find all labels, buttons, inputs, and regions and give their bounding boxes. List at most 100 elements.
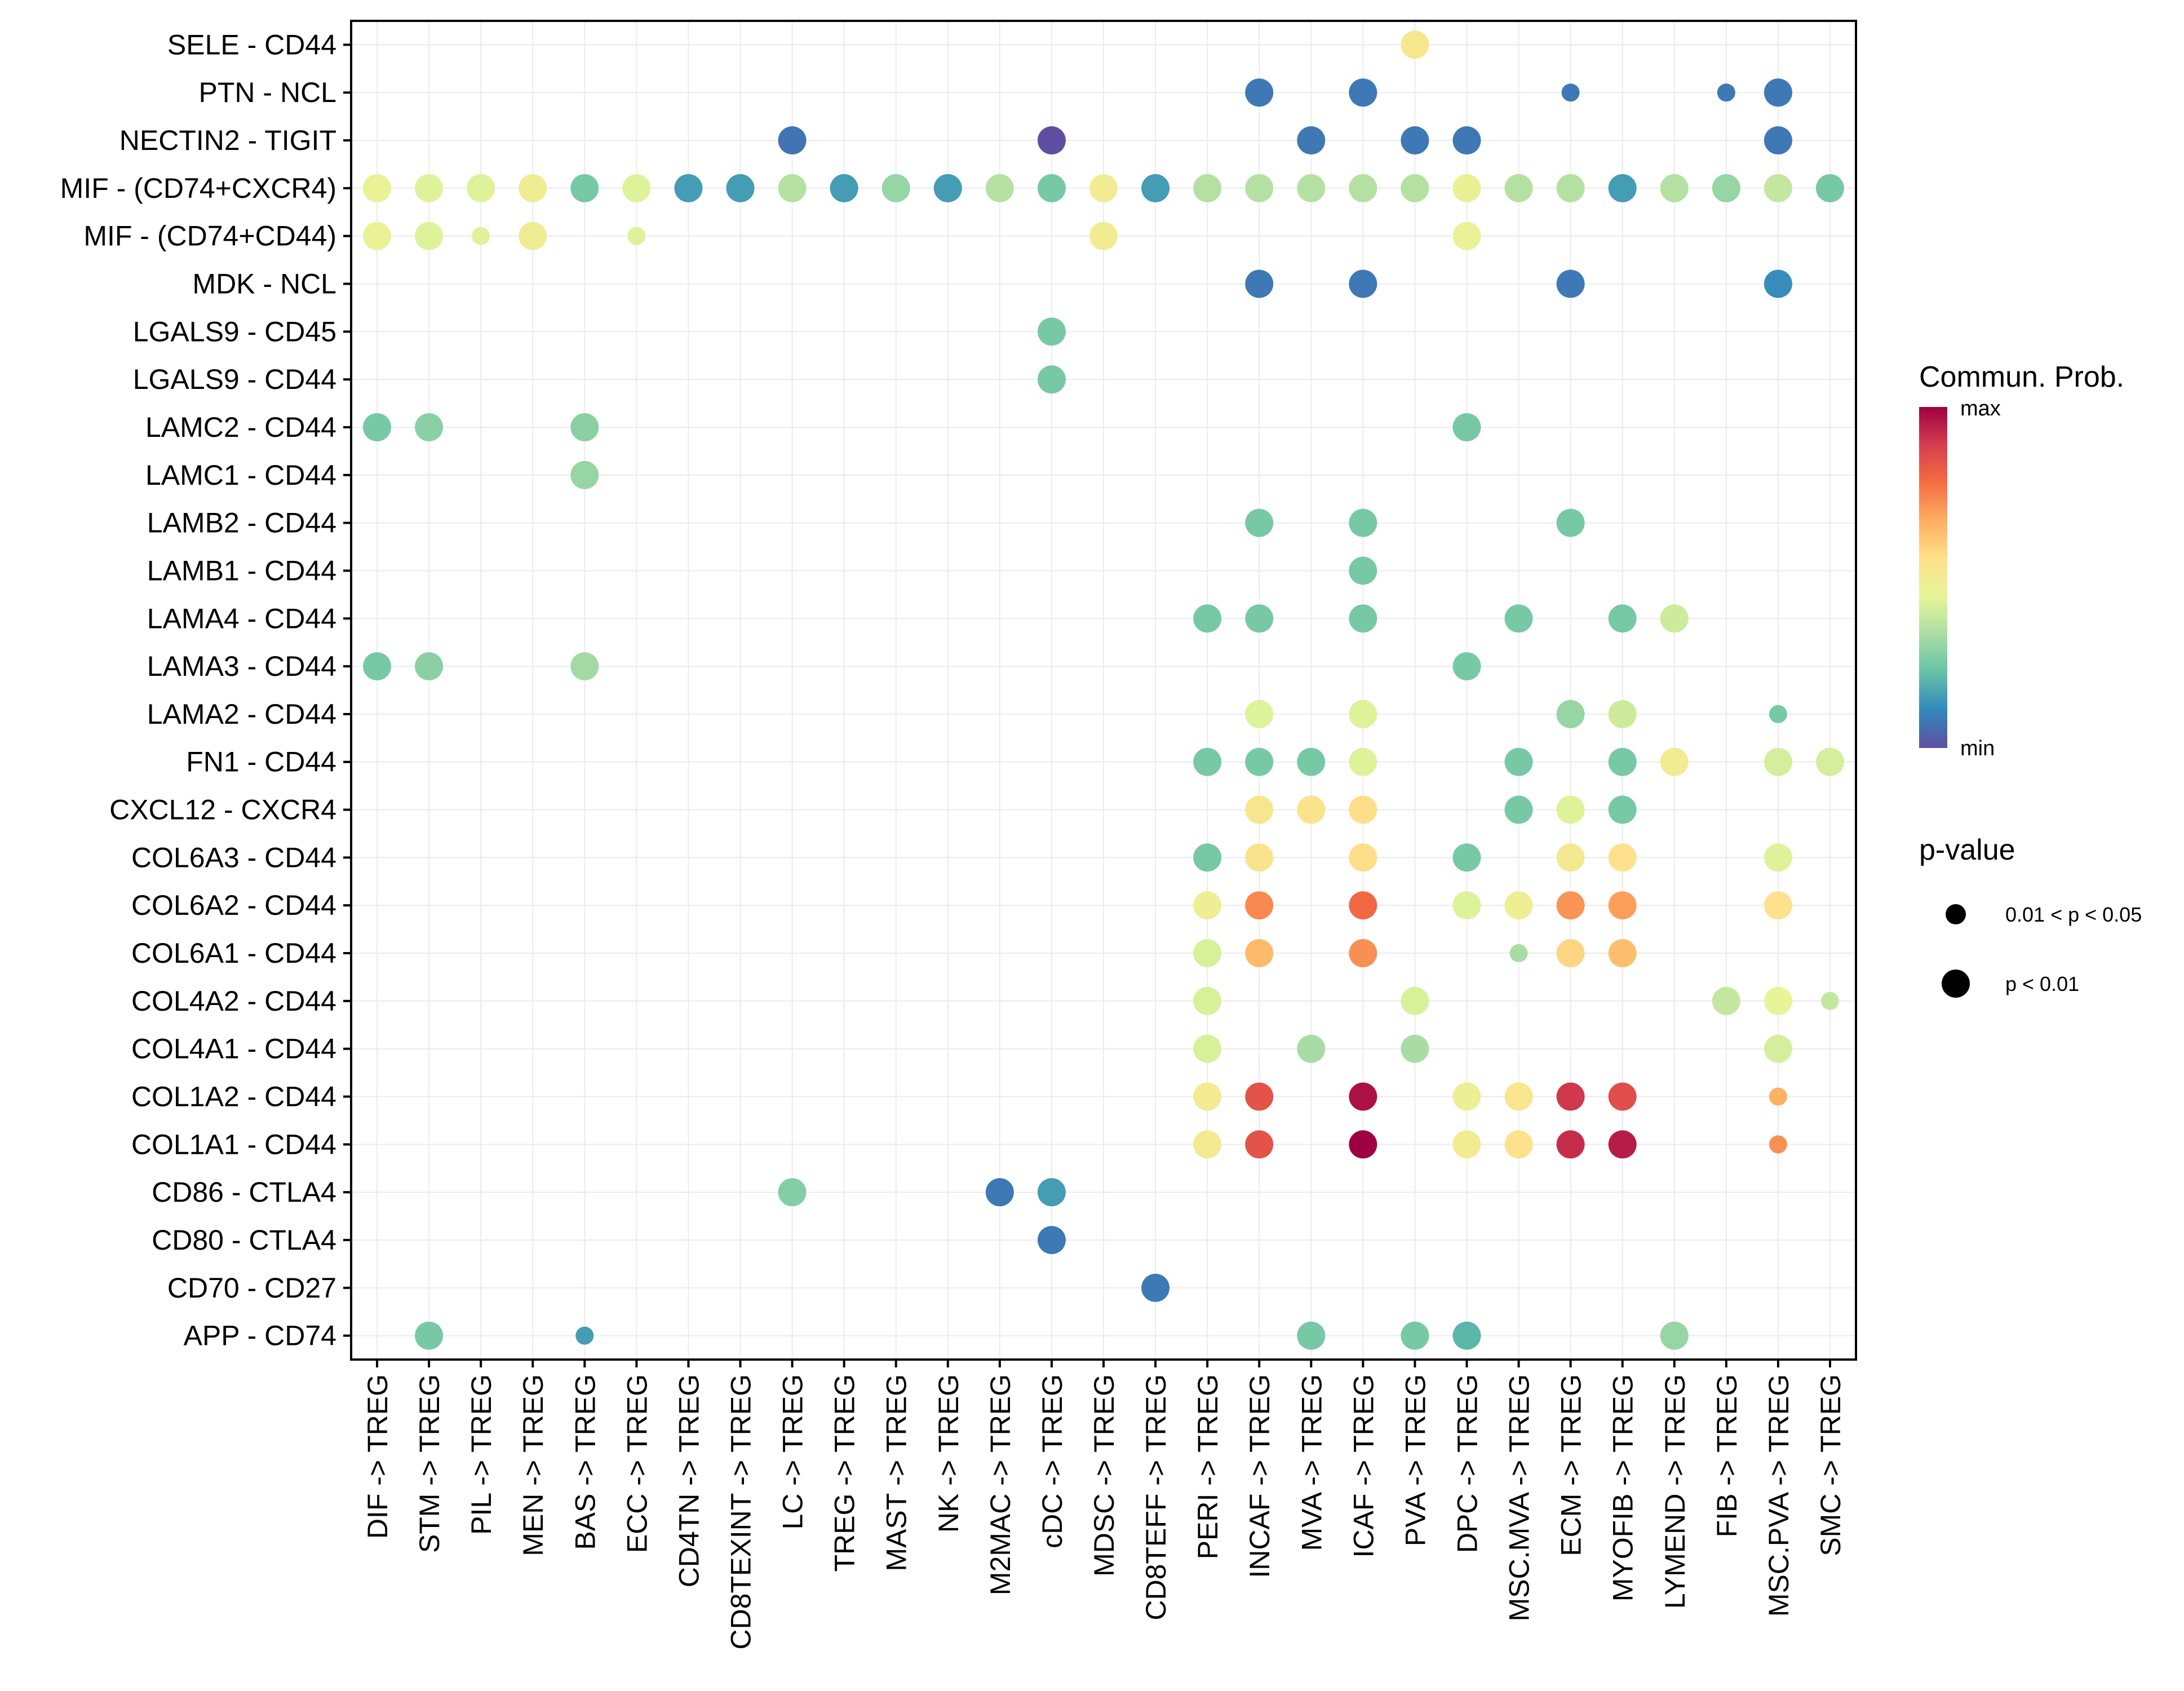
data-point: MIF - (CD74+CXCR4) | cDC -> TREG (1037, 174, 1066, 202)
x-tick-label: MVA -> TREG (1296, 1374, 1327, 1551)
y-tick-label: NECTIN2 - TIGIT (119, 125, 336, 156)
data-point: MIF - (CD74+CXCR4) | MEN -> TREG (519, 174, 547, 202)
size-legend-label-p05: 0.01 < p < 0.05 (2005, 903, 2142, 926)
data-point: LAMB2 - CD44 | ECM -> TREG (1556, 508, 1585, 537)
size-legend-symbol-p05 (1946, 904, 1966, 924)
data-point: COL1A1 - CD44 | MSC.MVA -> TREG (1504, 1130, 1533, 1159)
data-point: COL1A1 - CD44 | MSC.PVA -> TREG (1769, 1135, 1787, 1154)
data-point: APP - CD74 | BAS -> TREG (575, 1326, 594, 1345)
data-point: PTN - NCL | MSC.PVA -> TREG (1764, 78, 1792, 107)
data-point: LAMA2 - CD44 | INCAF -> TREG (1245, 700, 1274, 728)
data-point: COL1A2 - CD44 | ICAF -> TREG (1349, 1082, 1377, 1111)
y-tick-label: LAMB1 - CD44 (147, 555, 336, 586)
x-tick-label: CD8TEFF -> TREG (1140, 1374, 1172, 1621)
y-tick-label: COL4A2 - CD44 (131, 985, 336, 1017)
data-point: NECTIN2 - TIGIT | PVA -> TREG (1401, 126, 1429, 155)
x-tick-label: MAST -> TREG (881, 1374, 912, 1572)
data-point: FN1 - CD44 | SMC -> TREG (1815, 747, 1844, 776)
data-point: MDK - NCL | ICAF -> TREG (1349, 269, 1377, 298)
x-tick-label: DPC -> TREG (1451, 1374, 1483, 1553)
data-point: LAMB2 - CD44 | INCAF -> TREG (1245, 508, 1274, 537)
data-point: COL4A2 - CD44 | FIB -> TREG (1712, 986, 1740, 1015)
data-point: COL1A2 - CD44 | MSC.PVA -> TREG (1769, 1087, 1787, 1106)
data-point: MIF - (CD74+CXCR4) | LYMEND -> TREG (1660, 174, 1689, 202)
data-point: CD86 - CTLA4 | LC -> TREG (778, 1178, 807, 1207)
y-tick-label: CD86 - CTLA4 (152, 1176, 336, 1208)
data-point: CD80 - CTLA4 | cDC -> TREG (1037, 1225, 1066, 1254)
y-tick-label: MIF - (CD74+CD44) (83, 220, 336, 252)
data-point: COL6A2 - CD44 | MYOFIB -> TREG (1608, 891, 1637, 920)
data-point: MIF - (CD74+CXCR4) | MSC.MVA -> TREG (1504, 174, 1533, 202)
data-point: FN1 - CD44 | ICAF -> TREG (1349, 747, 1377, 776)
data-point: NECTIN2 - TIGIT | cDC -> TREG (1037, 126, 1066, 155)
color-legend-min-label: min (1960, 737, 1995, 760)
data-point: MDK - NCL | INCAF -> TREG (1245, 269, 1274, 298)
data-point: LAMA2 - CD44 | MSC.PVA -> TREG (1769, 705, 1787, 723)
data-point: LAMC2 - CD44 | DPC -> TREG (1452, 413, 1481, 441)
y-tick-label: LGALS9 - CD44 (133, 364, 336, 395)
y-tick-label: LAMB2 - CD44 (147, 507, 336, 539)
data-point: APP - CD74 | LYMEND -> TREG (1660, 1321, 1689, 1350)
x-tick-label: PVA -> TREG (1399, 1374, 1431, 1546)
data-point: COL1A2 - CD44 | DPC -> TREG (1452, 1082, 1481, 1111)
data-point: NECTIN2 - TIGIT | MSC.PVA -> TREG (1764, 126, 1792, 155)
data-point: FN1 - CD44 | LYMEND -> TREG (1660, 747, 1689, 776)
data-point: MIF - (CD74+CXCR4) | MDSC -> TREG (1089, 174, 1118, 202)
y-tick-label: CXCL12 - CXCR4 (109, 794, 336, 826)
data-point: FN1 - CD44 | MVA -> TREG (1297, 747, 1326, 776)
data-point: LAMA4 - CD44 | ICAF -> TREG (1349, 604, 1377, 633)
color-legend: Commun. Prob. max min (1919, 361, 2124, 760)
data-point: LAMC1 - CD44 | BAS -> TREG (570, 461, 599, 489)
data-point: FN1 - CD44 | MSC.MVA -> TREG (1504, 747, 1533, 776)
y-tick-label: LGALS9 - CD45 (133, 316, 336, 347)
data-point: MIF - (CD74+CXCR4) | PERI -> TREG (1193, 174, 1222, 202)
data-point: MIF - (CD74+CD44) | PIL -> TREG (472, 227, 490, 245)
y-tick-label: COL1A2 - CD44 (131, 1081, 336, 1112)
y-tick-label: COL6A3 - CD44 (131, 842, 336, 873)
y-axis: SELE - CD44 PTN - NCL NECTIN2 - TIGIT MIF -… (60, 29, 351, 1352)
data-point: MIF - (CD74+CXCR4) | STM -> TREG (415, 174, 444, 202)
x-tick-label: PIL -> TREG (466, 1374, 497, 1535)
data-point: CXCL12 - CXCR4 | ECM -> TREG (1556, 795, 1585, 824)
data-point: MIF - (CD74+CXCR4) | DPC -> TREG (1452, 174, 1481, 202)
x-tick-label: CD4TN -> TREG (673, 1374, 705, 1587)
data-point: LAMA4 - CD44 | INCAF -> TREG (1245, 604, 1274, 633)
data-point: COL6A3 - CD44 | MYOFIB -> TREG (1608, 843, 1637, 872)
data-point: MIF - (CD74+CXCR4) | SMC -> TREG (1815, 174, 1844, 202)
data-point: COL6A3 - CD44 | ECM -> TREG (1556, 843, 1585, 872)
data-point: COL6A3 - CD44 | PERI -> TREG (1193, 843, 1222, 872)
data-point: NECTIN2 - TIGIT | MVA -> TREG (1297, 126, 1326, 155)
x-tick-label: BAS -> TREG (569, 1374, 601, 1550)
size-legend-symbol-p01 (1942, 970, 1970, 998)
data-point: LAMA2 - CD44 | ICAF -> TREG (1349, 700, 1377, 728)
data-point: CXCL12 - CXCR4 | MVA -> TREG (1297, 795, 1326, 824)
x-tick-label: DIF -> TREG (362, 1374, 393, 1539)
y-tick-label: CD80 - CTLA4 (152, 1224, 336, 1256)
data-point: MIF - (CD74+CD44) | MDSC -> TREG (1089, 222, 1118, 250)
x-tick-label: MEN -> TREG (517, 1374, 549, 1556)
data-point: PTN - NCL | INCAF -> TREG (1245, 78, 1274, 107)
x-tick-label: LYMEND -> TREG (1659, 1374, 1691, 1609)
data-point: NECTIN2 - TIGIT | LC -> TREG (778, 126, 807, 155)
data-point: MIF - (CD74+CXCR4) | MVA -> TREG (1297, 174, 1326, 202)
data-point: COL6A1 - CD44 | ECM -> TREG (1556, 939, 1585, 968)
data-point: COL1A2 - CD44 | ECM -> TREG (1556, 1082, 1585, 1111)
size-legend-title: p-value (1919, 834, 2015, 866)
color-bar (1919, 407, 1947, 748)
x-tick-label: ECC -> TREG (621, 1374, 653, 1553)
data-point: APP - CD74 | STM -> TREG (415, 1321, 444, 1350)
data-point: COL4A1 - CD44 | MVA -> TREG (1297, 1034, 1326, 1063)
data-point: COL6A3 - CD44 | INCAF -> TREG (1245, 843, 1274, 872)
data-point: MIF - (CD74+CXCR4) | CD8TEXINT -> TREG (726, 174, 755, 202)
data-point: FN1 - CD44 | INCAF -> TREG (1245, 747, 1274, 776)
data-point: LAMC2 - CD44 | DIF -> TREG (363, 413, 392, 441)
data-point: MIF - (CD74+CXCR4) | CD4TN -> TREG (674, 174, 703, 202)
y-tick-label: APP - CD74 (184, 1320, 336, 1352)
y-tick-label: MIF - (CD74+CXCR4) (60, 172, 336, 204)
data-point: LAMA4 - CD44 | PERI -> TREG (1193, 604, 1222, 633)
data-point: LAMA4 - CD44 | MSC.MVA -> TREG (1504, 604, 1533, 633)
data-point: MIF - (CD74+CXCR4) | INCAF -> TREG (1245, 174, 1274, 202)
x-tick-label: PERI -> TREG (1192, 1374, 1224, 1559)
data-point: MIF - (CD74+CD44) | MEN -> TREG (519, 222, 547, 250)
data-point: COL4A1 - CD44 | PVA -> TREG (1401, 1034, 1429, 1063)
